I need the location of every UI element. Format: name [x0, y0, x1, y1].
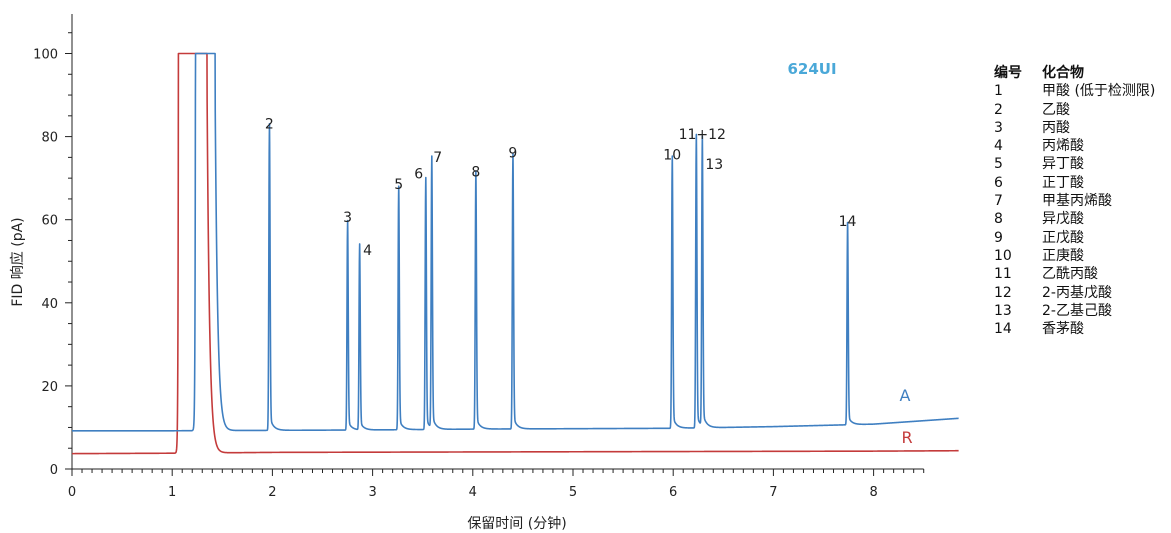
legend-compound: 香茅酸: [1042, 321, 1084, 338]
legend-compound: 正丁酸: [1042, 174, 1084, 191]
x-tick-label: 6: [669, 485, 677, 500]
peak-label: 9: [508, 146, 517, 162]
peak-label: 7: [433, 150, 442, 166]
legend-compound: 乙酸: [1042, 101, 1070, 118]
x-tick-label: 2: [268, 485, 276, 500]
peak-label: 8: [471, 164, 480, 180]
legend-compound: 异戊酸: [1042, 211, 1084, 228]
x-tick-label: 4: [469, 485, 477, 500]
legend-row: 13 2-乙基己酸: [994, 302, 1155, 320]
legend-number: 1: [994, 83, 1003, 100]
legend-row: 5 异丁酸: [994, 155, 1155, 173]
legend-row: 7 甲基丙烯酸: [994, 192, 1155, 210]
legend-compound: 2-乙基己酸: [1042, 302, 1112, 319]
peak-label: 14: [839, 214, 857, 230]
peak-labels: R A 2 3 4 567 8 9 10 11+12 13 14: [265, 117, 913, 447]
legend-number: 4: [994, 138, 1003, 155]
legend-number: 11: [994, 266, 1012, 283]
series-label-a: A: [900, 386, 911, 405]
legend-number: 8: [994, 211, 1003, 228]
legend-compound: 丙烯酸: [1042, 138, 1084, 155]
legend-number: 9: [994, 229, 1003, 246]
peak-label: 2: [265, 117, 274, 133]
legend-row: 14 香茅酸: [994, 320, 1155, 338]
legend-compound: 正庚酸: [1042, 247, 1084, 264]
peak-label: 6: [414, 166, 423, 182]
x-axis-title: 保留时间 (分钟): [467, 515, 566, 532]
y-tick-label: 80: [41, 131, 58, 146]
legend-number: 6: [994, 174, 1003, 191]
column-label: 624UI: [787, 60, 836, 78]
legend-row: 10 正庚酸: [994, 247, 1155, 265]
y-tick-label: 40: [41, 297, 58, 312]
peak-label: 10: [663, 148, 681, 164]
legend-number: 5: [994, 156, 1003, 173]
legend-row: 12 2-丙基戊酸: [994, 284, 1155, 302]
legend-row: 9 正戊酸: [994, 229, 1155, 247]
legend-header-number: 编号: [994, 65, 1022, 81]
legend-compound: 2-丙基戊酸: [1042, 284, 1112, 301]
legend-row: 6 正丁酸: [994, 174, 1155, 192]
legend-number: 2: [994, 101, 1003, 118]
peak-label: 3: [343, 210, 352, 226]
legend-compound: 丙酸: [1042, 119, 1070, 136]
legend-number: 3: [994, 119, 1003, 136]
legend-number: 12: [994, 284, 1012, 301]
x-tick-label: 5: [569, 485, 577, 500]
x-tick-label: 3: [368, 485, 376, 500]
legend-compound: 甲酸 (低于检测限): [1042, 83, 1156, 100]
legend-row: 4 丙烯酸: [994, 137, 1155, 155]
legend-row: 11 乙酰丙酸: [994, 265, 1155, 283]
legend-compound: 异丁酸: [1042, 156, 1084, 173]
peak-label: 13: [705, 157, 723, 173]
legend-number: 13: [994, 302, 1012, 319]
legend-header-compound: 化合物: [1042, 65, 1084, 81]
legend-compound: 正戊酸: [1042, 229, 1084, 246]
legend-header: 编号 化合物: [994, 64, 1155, 82]
legend-number: 14: [994, 321, 1012, 338]
traces: [71, 52, 960, 455]
x-tick-label: 8: [869, 485, 877, 500]
legend-number: 10: [994, 247, 1012, 264]
x-tick-label: 1: [168, 485, 176, 500]
x-tick-label: 7: [769, 485, 777, 500]
peak-label: 4: [363, 243, 372, 259]
y-tick-label: 20: [41, 380, 58, 395]
y-axis-title: FID 响应 (pA): [9, 217, 26, 306]
legend-number: 7: [994, 193, 1003, 210]
compound-legend: 编号 化合物 1 甲酸 (低于检测限) 2 乙酸 3 丙酸 4 丙烯酸 5 异丁酸 6 正丁酸 7 甲基丙…: [994, 64, 1155, 338]
y-tick-label: 0: [50, 463, 58, 478]
legend-row: 1 甲酸 (低于检测限): [994, 82, 1155, 100]
legend-row: 2 乙酸: [994, 101, 1155, 119]
legend-compound: 甲基丙烯酸: [1042, 193, 1112, 210]
legend-compound: 乙酰丙酸: [1042, 266, 1098, 283]
legend-row: 8 异戊酸: [994, 210, 1155, 228]
trace-a: [71, 52, 960, 432]
x-tick-label: 0: [68, 485, 76, 500]
y-tick-label: 100: [33, 48, 58, 63]
peak-label: 11+12: [679, 127, 726, 143]
trace-r: [71, 52, 960, 455]
y-tick-label: 60: [41, 214, 58, 229]
series-label-r: R: [901, 428, 912, 447]
legend-row: 3 丙酸: [994, 119, 1155, 137]
peak-label: 5: [394, 177, 403, 193]
